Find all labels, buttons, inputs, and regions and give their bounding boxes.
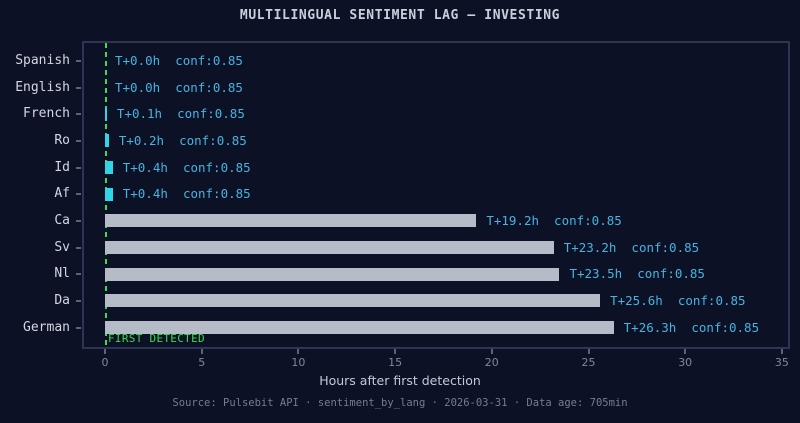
x-tick-label: 25 [581, 356, 596, 369]
bar-sv [105, 241, 554, 255]
y-tick-mark [76, 219, 81, 222]
y-tick-label-da: Da [54, 292, 70, 308]
y-tick-mark [76, 86, 81, 89]
footer-caption: Source: Pulsebit API · sentiment_by_lang… [172, 397, 628, 409]
bar-annotation: T+23.2h conf:0.85 [563, 239, 700, 255]
bar-german [105, 321, 614, 334]
y-tick-label-french: French [23, 106, 70, 122]
y-tick-mark [76, 113, 81, 116]
y-tick-label-ro: Ro [54, 132, 70, 148]
y-tick-label-sv: Sv [54, 239, 70, 255]
first-detected-label: FIRST DETECTED [108, 332, 205, 345]
x-tick-label: 15 [388, 356, 403, 369]
x-tick-label: 30 [678, 356, 693, 369]
bar-annotation: T+23.5h conf:0.85 [569, 266, 705, 282]
y-tick-mark [76, 246, 81, 249]
x-tick-label: 10 [291, 356, 306, 369]
x-tick-mark [104, 349, 106, 354]
x-tick-mark [780, 349, 783, 354]
bar-annotation: T+0.4h conf:0.85 [122, 186, 251, 202]
bar-nl [105, 267, 560, 281]
bar-annotation: T+0.1h conf:0.85 [116, 106, 245, 122]
y-tick-mark [76, 60, 81, 62]
y-tick-label-id: Id [54, 159, 70, 175]
bar-id [105, 161, 113, 175]
bar-annotation: T+19.2h conf:0.85 [486, 212, 622, 228]
chart-title: MULTILINGUAL SENTIMENT LAG — INVESTING [239, 8, 561, 23]
x-tick-mark [684, 349, 687, 354]
y-tick-label-spanish: Spanish [15, 53, 70, 68]
x-tick-label: 0 [101, 356, 109, 369]
bar-da [105, 294, 601, 308]
y-tick-label-english: English [15, 79, 70, 95]
y-tick-label-af: Af [54, 186, 70, 202]
bar-annotation: T+0.0h conf:0.85 [115, 53, 243, 68]
x-tick-mark [587, 349, 590, 354]
y-tick-label-german: German [23, 319, 70, 335]
bar-french [105, 107, 107, 121]
x-tick-mark [297, 349, 300, 354]
x-tick-label: 5 [198, 356, 206, 369]
x-tick-mark [200, 349, 203, 354]
bar-annotation: T+0.0h conf:0.85 [115, 79, 243, 95]
x-axis-title: Hours after first detection [319, 373, 481, 388]
y-tick-mark [76, 299, 81, 302]
plot-area: T+0.0h conf:0.85 T+0.0h conf:0.85 T+0.1h c… [82, 41, 790, 349]
y-tick-mark [76, 326, 81, 329]
bar-annotation: T+0.2h conf:0.85 [118, 132, 247, 148]
bar-ro [105, 134, 109, 148]
y-tick-mark [76, 273, 81, 276]
x-tick-mark [394, 349, 397, 354]
x-tick-mark [490, 349, 493, 354]
y-tick-mark [76, 193, 81, 196]
y-tick-mark [76, 166, 81, 169]
y-tick-label-ca: Ca [54, 212, 70, 228]
bar-af [105, 187, 113, 201]
x-tick-label: 35 [774, 356, 789, 369]
bar-annotation: T+25.6h conf:0.85 [610, 292, 746, 308]
bar-annotation: T+0.4h conf:0.85 [122, 159, 251, 175]
y-tick-mark [76, 139, 81, 142]
y-tick-label-nl: Nl [54, 266, 70, 282]
bar-annotation: T+26.3h conf:0.85 [623, 319, 760, 335]
bar-ca [105, 214, 477, 228]
x-tick-label: 20 [484, 356, 499, 369]
